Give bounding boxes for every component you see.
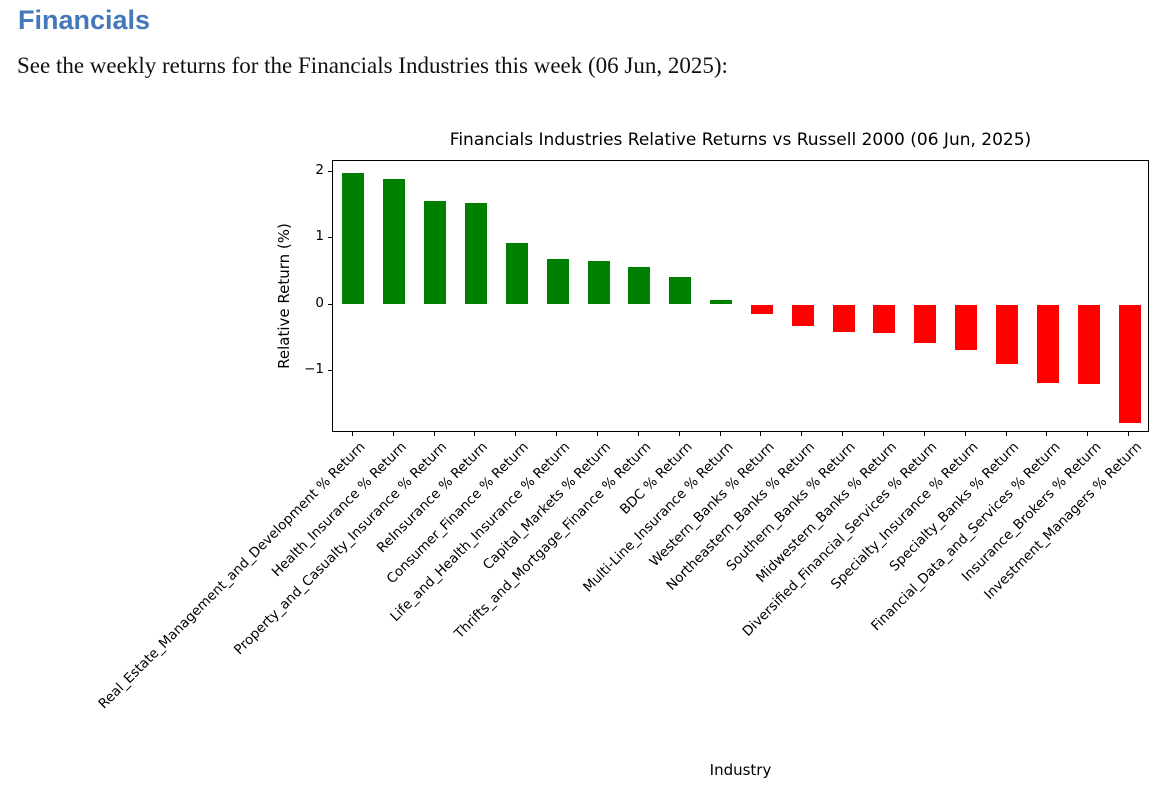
y-tick-label-2: 1 [315, 228, 324, 244]
page-subtitle: See the weekly returns for the Financial… [17, 53, 728, 78]
x-tick-18 [1046, 432, 1048, 436]
x-tick-10 [719, 432, 721, 436]
y-tick-label-3: 0 [315, 294, 324, 311]
plot-area [332, 160, 1149, 432]
bar-19 [1077, 304, 1100, 384]
chart-title: Financials Industries Relative Returns v… [449, 130, 1032, 150]
y-axis-label: Relative Return (%) [275, 223, 293, 369]
x-tick-13 [842, 432, 844, 436]
x-tick-2 [392, 432, 394, 436]
page-title: Financials [18, 5, 151, 35]
x-tick-1 [351, 432, 353, 436]
bar-8 [628, 267, 651, 305]
x-tick-11 [760, 432, 762, 436]
bar-6 [546, 259, 569, 305]
bar-13 [832, 304, 855, 333]
y-tick-4 [328, 370, 332, 371]
x-tick-14 [882, 432, 884, 436]
y-tick-2 [328, 237, 332, 238]
x-tick-17 [1005, 432, 1007, 436]
bar-7 [587, 261, 610, 305]
x-tick-16 [964, 432, 966, 436]
bar-5 [505, 242, 528, 305]
bar-20 [1118, 304, 1141, 423]
bar-10 [710, 299, 733, 305]
y-tick-label-1: 2 [315, 161, 324, 178]
bar-4 [464, 202, 487, 305]
bar-2 [383, 179, 406, 305]
x-tick-20 [1128, 432, 1130, 436]
x-tick-9 [678, 432, 680, 436]
y-tick-3 [328, 303, 332, 305]
x-axis-label: Industry [709, 761, 772, 779]
x-tick-3 [433, 432, 435, 436]
x-tick-8 [637, 432, 639, 436]
bar-18 [1036, 304, 1059, 383]
y-tick-label-4: −1 [304, 361, 324, 377]
x-tick-label-9: BDC % Return [616, 439, 696, 518]
y-tick-1 [328, 170, 332, 172]
x-tick-label-18: Financial_Data_and_Services % Return [867, 439, 1064, 635]
x-tick-7 [597, 432, 599, 436]
bar-3 [424, 201, 447, 305]
bar-14 [873, 304, 896, 334]
bar-12 [791, 304, 814, 327]
x-tick-label-10: Multi-Line_Insurance % Return [579, 439, 737, 596]
bar-11 [750, 304, 773, 315]
x-tick-5 [515, 432, 517, 436]
x-tick-12 [801, 432, 803, 436]
x-tick-15 [923, 432, 925, 436]
bar-16 [955, 304, 978, 351]
x-tick-4 [474, 432, 476, 436]
bar-1 [342, 172, 365, 305]
x-tick-6 [556, 432, 558, 436]
x-tick-label-1: Real_Estate_Management_and_Development %… [95, 439, 369, 713]
x-tick-19 [1087, 432, 1089, 436]
bar-9 [669, 276, 692, 305]
bar-17 [996, 304, 1019, 365]
x-tick-label-12: Northeastern_Banks % Return [663, 439, 819, 594]
bar-15 [914, 304, 937, 344]
